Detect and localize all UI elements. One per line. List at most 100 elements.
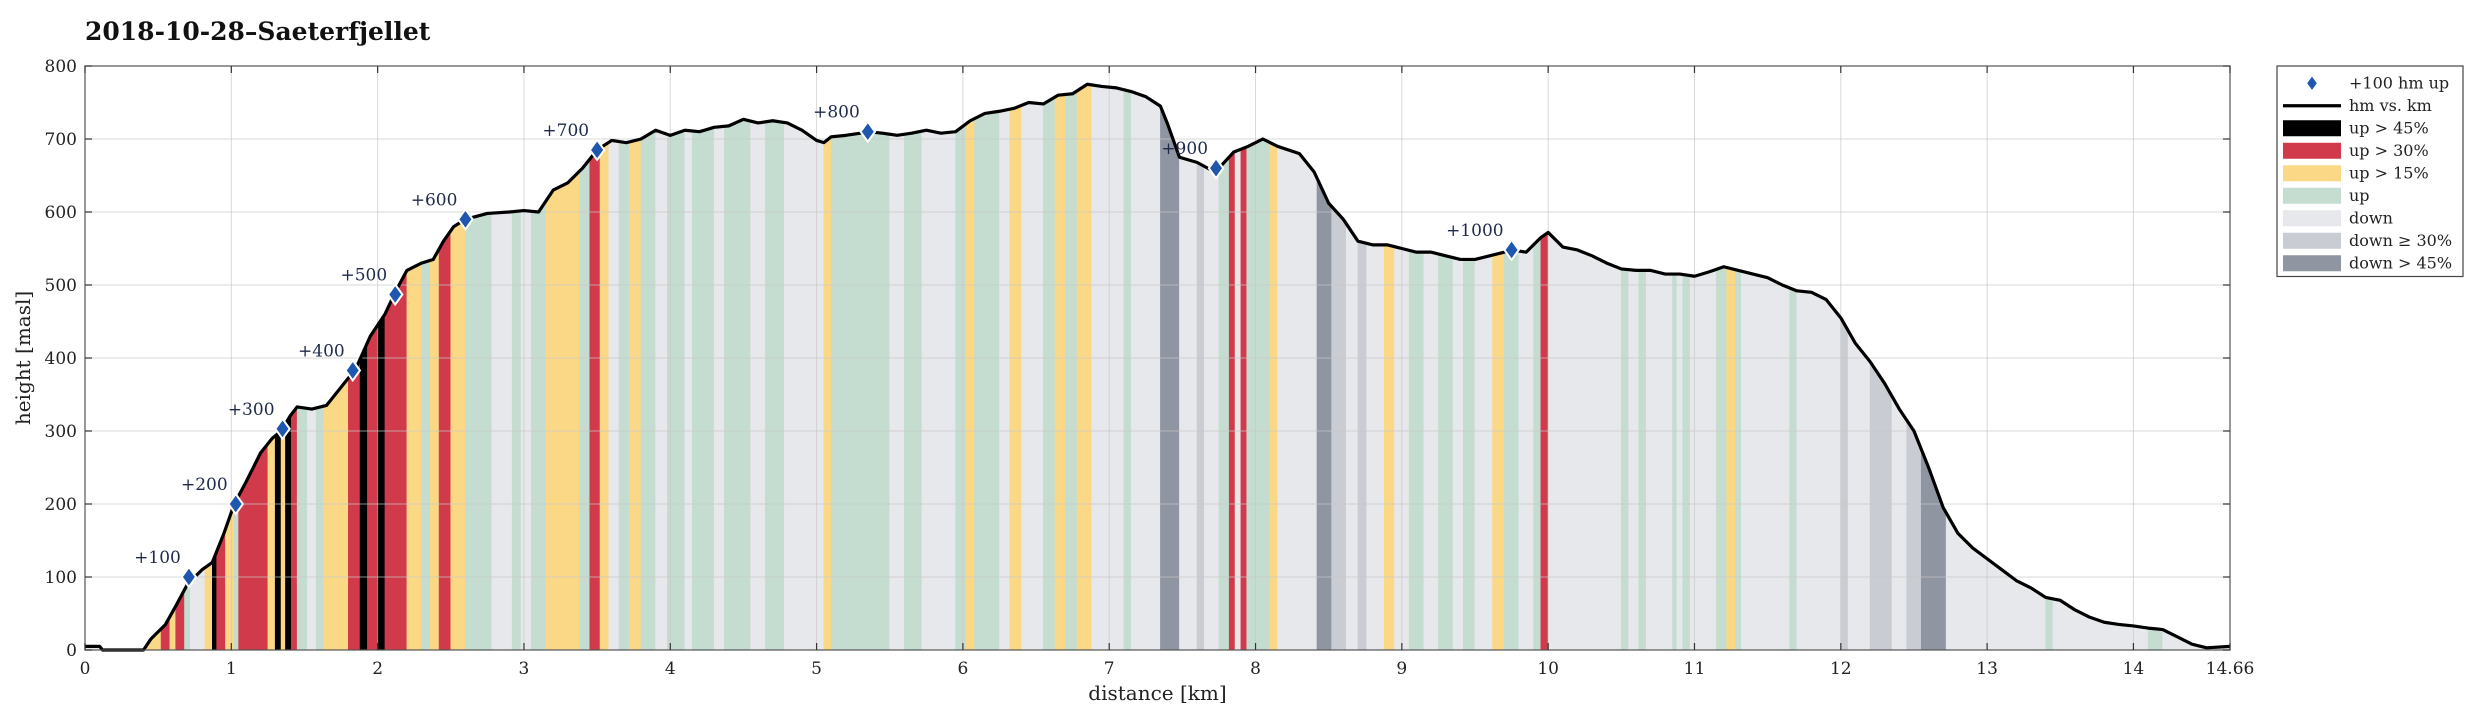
hm-marker-diamond	[227, 492, 245, 516]
legend-entry-label: up	[2349, 186, 2370, 205]
band-up15	[333, 377, 349, 651]
band-down	[1234, 148, 1242, 651]
band-up15	[406, 262, 422, 651]
band-up	[1255, 138, 1271, 651]
y-tick-label: 300	[45, 422, 77, 442]
band-down45	[1160, 106, 1180, 651]
band-up15	[629, 138, 642, 651]
band-down	[1452, 257, 1464, 651]
band-up15	[1076, 83, 1092, 651]
band-up	[765, 120, 785, 651]
band-up	[530, 200, 547, 651]
band-down	[684, 129, 693, 651]
band-down	[1741, 270, 1790, 651]
x-axis-label: distance [km]	[1088, 681, 1226, 705]
band-down	[1345, 222, 1359, 651]
band-up	[2147, 627, 2163, 651]
band-down30	[1840, 316, 1849, 651]
band-up15	[599, 141, 610, 651]
y-tick-label: 500	[45, 276, 77, 296]
band-up	[421, 259, 431, 651]
band-down	[520, 210, 532, 651]
legend-entry-label: down ≥ 30%	[2349, 231, 2452, 250]
x-tick-label: 3	[519, 659, 530, 679]
x-tick-label: 13	[1976, 659, 1998, 679]
legend: +100 hm up hm vs. km up > 45% up > 30% up > …	[2276, 65, 2464, 278]
x-tick-label: 4	[665, 659, 676, 679]
y-tick-label: 400	[45, 349, 77, 369]
band-up45	[274, 430, 282, 651]
band-up	[511, 210, 522, 651]
x-tick-label: 6	[957, 659, 968, 679]
band-up	[233, 495, 239, 651]
x-tick-label: 1	[226, 659, 237, 679]
band-up	[465, 212, 493, 651]
legend-patch-swatch	[2283, 165, 2341, 182]
band-up15	[450, 218, 466, 651]
band-down	[1474, 254, 1493, 651]
hm-markers: +100 +200 +300 +400 +500 +600 +700 +800 +900 +100…	[134, 103, 1521, 589]
x-tick-label: 0	[80, 659, 91, 679]
band-down	[1366, 243, 1385, 651]
band-up	[315, 405, 324, 651]
band-down	[1277, 145, 1318, 651]
band-up15	[267, 435, 276, 651]
band-up15	[545, 185, 561, 651]
band-up	[1246, 142, 1256, 651]
x-tick-label: 7	[1104, 659, 1115, 679]
band-up30	[1240, 146, 1248, 651]
x-tick-label: 14	[2123, 659, 2145, 679]
band-up	[1503, 249, 1520, 651]
band-down	[1423, 251, 1439, 651]
y-tick-label: 200	[45, 495, 77, 515]
band-down	[1091, 84, 1125, 651]
band-up	[1621, 268, 1629, 651]
band-down	[1847, 329, 1871, 651]
hm-marker-diamond	[180, 565, 198, 589]
band-up	[1123, 89, 1132, 651]
band-down30	[1357, 240, 1368, 651]
hm-marker-label: +800	[813, 103, 860, 123]
band-down	[1179, 156, 1198, 651]
band-up	[2045, 597, 2054, 651]
x-tick-label: 8	[1250, 659, 1261, 679]
hm-marker-diamond	[588, 138, 606, 162]
legend-patch-swatch	[2283, 142, 2341, 159]
legend-entry-label: +100 hm up	[2349, 73, 2449, 92]
y-axis-ticks: 0 100 200 300 400 500 600 700 800	[45, 57, 2230, 661]
gradient-bands	[84, 83, 2231, 651]
hm-marker-label: +1000	[1446, 221, 1504, 241]
band-up30	[589, 147, 601, 651]
band-down	[1676, 273, 1684, 651]
band-down30	[1878, 373, 1893, 651]
band-up	[830, 131, 891, 651]
band-down30	[1906, 419, 1922, 651]
band-up30	[348, 358, 361, 651]
legend-entry-label: hm vs. km	[2349, 96, 2432, 115]
legend-entry-label: down > 45%	[2349, 253, 2452, 272]
band-up45	[285, 413, 292, 651]
band-up	[1065, 90, 1078, 651]
band-up45	[359, 342, 368, 651]
hm-marker-diamond	[344, 358, 362, 383]
hm-marker-diamond	[1503, 238, 1521, 262]
band-up15	[280, 422, 286, 651]
band-up	[904, 130, 923, 651]
hm-marker-label: +700	[542, 121, 589, 141]
band-up	[1218, 156, 1230, 651]
legend-patch-swatch	[2283, 187, 2341, 204]
band-up15	[965, 118, 975, 651]
band-down	[1130, 91, 1161, 651]
band-up30	[1540, 231, 1549, 651]
band-up15	[823, 136, 832, 651]
x-tick-label: 12	[1830, 659, 1852, 679]
band-up45	[212, 551, 217, 651]
band-up30	[1228, 151, 1236, 651]
legend-entry-label: up > 45%	[2349, 118, 2429, 137]
x-tick-label: 9	[1396, 659, 1407, 679]
band-up	[1533, 236, 1542, 651]
band-up	[1672, 273, 1678, 651]
band-up15	[1009, 104, 1022, 651]
band-down	[655, 129, 668, 651]
